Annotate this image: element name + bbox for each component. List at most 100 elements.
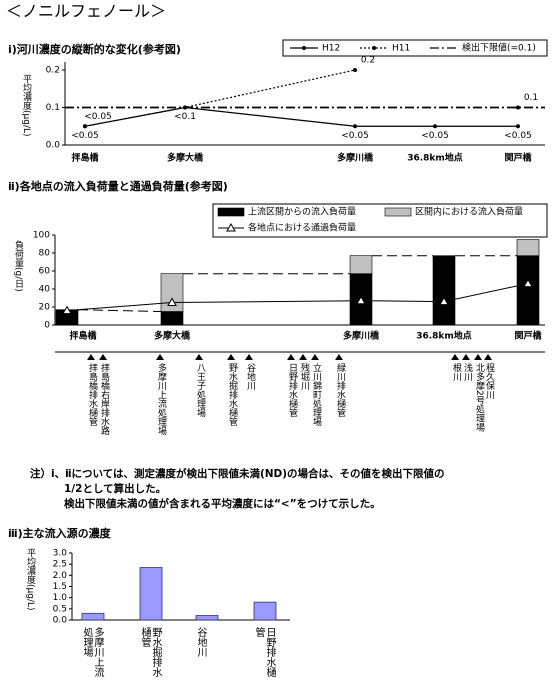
y-tick-label: 1.0 [53,593,68,603]
bar-segment [160,311,184,326]
x-tick-label: 拝島橋 [71,152,99,164]
legend-label: 区間内における流入負荷量 [415,206,523,218]
source-label: 緑川排水樋管 [335,363,345,417]
marker [523,278,533,288]
x-tick-label: 野水掘排水樋管 [139,627,161,677]
source-label: 残堀川 [299,363,309,390]
legend-label: 検出下限値(=0.1) [462,42,536,54]
legend-box [282,39,548,57]
x-tick-label: 拝島橋 [69,330,97,342]
note: 注）ⅰ、ⅱについては、測定濃度が検出下限値未満(ND)の場合は、その値を検出下限… [30,468,445,480]
source-marker [299,354,307,360]
page-title: ＜ノニルフェノール＞ [6,2,166,21]
chart-title: ⅲ)主な流入源の濃度 [8,526,112,540]
chart-title: ⅰ)河川濃度の縦断的な変化(参考図) [8,42,181,56]
y-tick-label: 0.1 [46,103,60,113]
y-tick-label: 3.0 [53,549,68,559]
x-tick-label: 多摩川上流処理場 [81,627,103,677]
y-axis-title: 負荷量(g/日) [13,240,23,292]
source-label: 谷地川 [245,363,255,390]
source-marker [227,354,235,360]
y-axis-title: 平均濃度(μg/L) [25,548,35,611]
legend-label: 上流区間からの流入負荷量 [248,206,356,218]
source-label: 浅川 [462,363,472,381]
source-label: 程久保川 [484,363,494,399]
marker [353,68,357,72]
marker [353,124,357,129]
data-label: <0.05 [504,131,532,141]
chart-title: ⅱ)各地点の流入負荷量と通過負荷量(参考図) [8,179,228,193]
y-tick-label: 2.5 [53,560,67,570]
x-tick-label: 日野排水樋管 [253,627,275,677]
bar [253,601,277,621]
x-tick-label: 36.8km地点 [407,152,463,164]
x-tick-label: 多摩川橋 [343,330,380,342]
marker [433,124,437,129]
x-tick-label: 多摩大橋 [154,330,191,342]
source-marker [99,354,107,360]
marker [167,297,177,306]
source-marker [462,354,470,360]
data-label: 0.1 [524,93,538,103]
data-label: <0.05 [421,131,449,141]
source-label: 立川錦町処理場 [311,363,321,426]
y-tick-label: 100 [33,231,50,241]
legend-label: 各地点における通過負荷量 [248,222,356,234]
source-marker [287,354,295,360]
line [66,283,529,312]
y-tick-label: 0.2 [46,66,60,76]
bar-segment [432,255,456,326]
legend-marker [226,222,236,232]
source-marker [484,354,492,360]
source-marker [474,354,482,360]
data-label: <0.05 [84,112,112,122]
line [84,106,518,127]
marker [183,105,187,110]
source-label: 拝島橋排水樋管 [87,363,97,426]
y-tick-label: 0.0 [53,616,68,626]
legend-marker [372,46,376,50]
source-marker [195,354,203,360]
marker [439,296,449,306]
data-label: 0.2 [361,56,375,66]
marker [356,295,366,305]
data-label: <0.05 [341,131,369,141]
source-marker [87,354,95,360]
x-tick-label: 多摩大橋 [167,152,204,164]
y-tick-label: 0.5 [53,604,67,614]
source-label: 多摩川上流処理場 [156,363,166,435]
marker [83,124,87,129]
data-label: <0.1 [174,112,196,122]
source-marker [451,354,459,360]
y-tick-label: 80 [39,249,51,259]
y-tick-label: 60 [39,267,51,277]
source-label: 北多摩2号処理場 [474,363,484,432]
marker [516,105,520,110]
legend-swatch [217,207,245,217]
y-tick-label: 2.0 [53,571,68,581]
bar [195,615,219,621]
marker [516,124,520,129]
connector [77,309,162,312]
legend-label: H12 [322,44,340,54]
bar [139,567,163,621]
source-marker [335,354,343,360]
source-label: 拝島橋右岸排水路 [99,363,109,435]
y-tick-label: 0 [44,321,50,331]
note: 1/2として算出した。 [64,483,167,495]
line [84,69,356,127]
data-label: <0.05 [71,131,99,141]
bar-segment [516,255,540,326]
y-tick-label: 1.5 [53,582,67,592]
legend-box [212,203,548,238]
y-tick-label: 0.0 [46,141,61,151]
y-tick-label: 20 [39,303,51,313]
note: 検出下限値未満の値が含まれる平均濃度には“<”をつけて示した。 [64,498,381,510]
x-tick-label: 谷地川 [195,627,206,657]
legend-marker [302,46,306,50]
x-tick-label: 関戸橋 [504,152,532,164]
legend-swatch [384,207,412,217]
x-tick-label: 36.8km地点 [416,330,472,342]
